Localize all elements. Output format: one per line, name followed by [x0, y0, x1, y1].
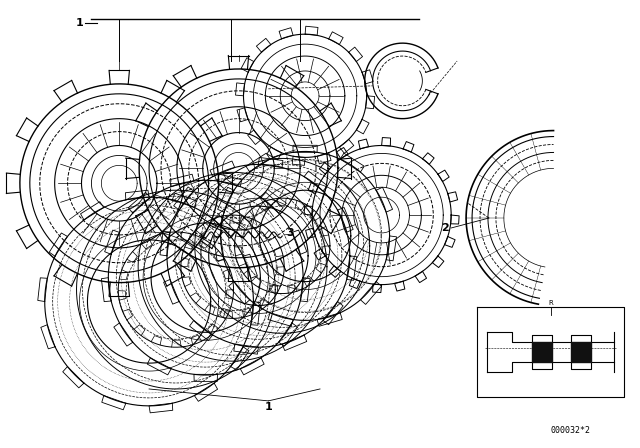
Polygon shape — [572, 342, 591, 362]
Text: 3: 3 — [286, 228, 294, 238]
Text: 1: 1 — [76, 18, 83, 28]
Text: 1: 1 — [264, 402, 272, 412]
Polygon shape — [532, 342, 552, 362]
Text: R: R — [548, 300, 553, 306]
Text: 000032*2: 000032*2 — [550, 426, 591, 435]
Text: 2: 2 — [442, 223, 449, 233]
